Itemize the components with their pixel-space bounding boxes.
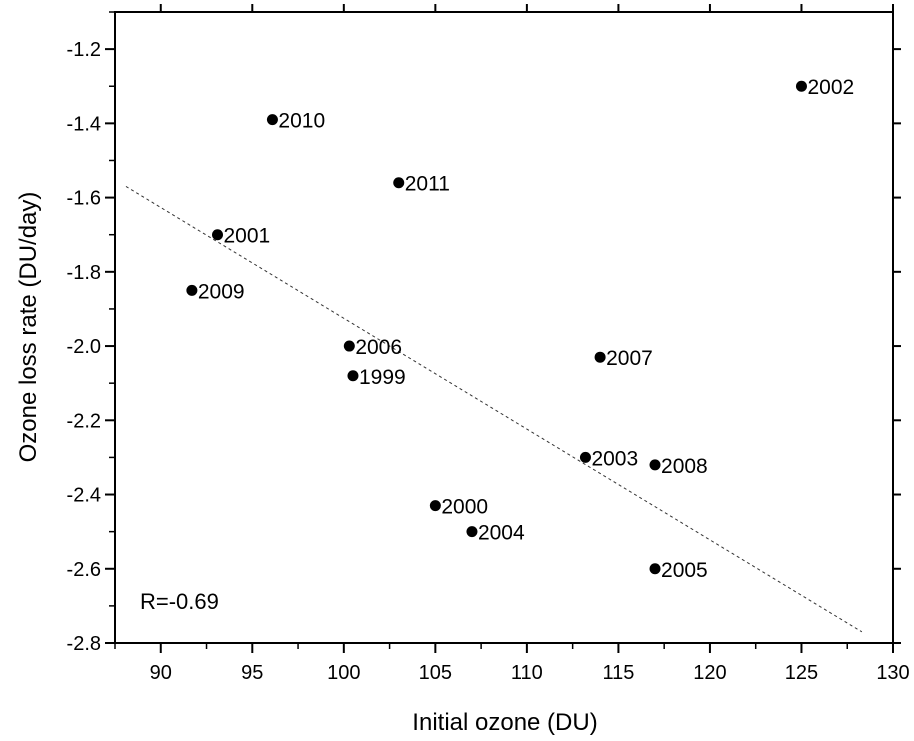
x-tick-label: 120 bbox=[693, 662, 726, 684]
point-label-2006: 2006 bbox=[355, 336, 402, 359]
point-label-2001: 2001 bbox=[224, 225, 271, 248]
y-tick-label: -1.2 bbox=[67, 39, 101, 61]
y-tick-label: -2.2 bbox=[67, 410, 101, 432]
x-tick-label: 110 bbox=[511, 662, 543, 684]
y-tick-label: -2.6 bbox=[67, 559, 101, 581]
point-label-2005: 2005 bbox=[661, 559, 708, 582]
x-tick-label: 95 bbox=[241, 662, 263, 684]
y-tick-label: -2.0 bbox=[67, 336, 101, 358]
x-ticks: 90 95 100 105 110 115 120 125 130 bbox=[114, 4, 910, 684]
x-tick-label: 115 bbox=[602, 662, 634, 684]
axes bbox=[114, 11, 894, 644]
x-tick-label: 90 bbox=[150, 662, 172, 684]
data-point-2007 bbox=[594, 351, 606, 363]
point-label-2002: 2002 bbox=[807, 76, 854, 99]
y-axis-title: Ozone loss rate (DU/day) bbox=[15, 192, 42, 463]
y-tick-label: -1.6 bbox=[67, 188, 101, 210]
fit-line-group bbox=[125, 186, 863, 633]
point-label-2004: 2004 bbox=[478, 522, 525, 545]
y-tick-label: -1.8 bbox=[67, 262, 101, 284]
y-tick-label: -2.8 bbox=[67, 633, 101, 655]
data-point-2009 bbox=[186, 284, 198, 296]
data-point-2010 bbox=[266, 114, 278, 126]
data-point-2003 bbox=[579, 451, 591, 463]
point-label-2007: 2007 bbox=[606, 347, 653, 370]
x-tick-label: 125 bbox=[785, 662, 818, 684]
data-point-2002 bbox=[795, 80, 807, 92]
points-group: 1999 2000 2001 2002 2003 2004 2005 2006 2007 2008… bbox=[186, 76, 854, 582]
data-point-2001 bbox=[212, 229, 224, 241]
x-tick-label: 100 bbox=[327, 662, 360, 684]
point-label-2003: 2003 bbox=[591, 447, 638, 470]
data-point-1999 bbox=[347, 370, 359, 382]
point-label-1999: 1999 bbox=[359, 366, 406, 389]
y-ticks: -1.2 -1.4 -1.6 -1.8 -2.0 -2.2 -2.4 -2.6 -2.8 bbox=[67, 11, 901, 655]
point-label-2008: 2008 bbox=[661, 455, 708, 478]
data-point-2000 bbox=[429, 500, 441, 512]
data-point-2005 bbox=[649, 563, 661, 575]
data-point-2004 bbox=[466, 526, 478, 538]
y-tick-label: -2.4 bbox=[67, 485, 101, 507]
x-tick-label: 105 bbox=[419, 662, 452, 684]
data-point-2011 bbox=[393, 177, 405, 189]
point-label-2011: 2011 bbox=[405, 173, 450, 196]
y-tick-label: -1.4 bbox=[67, 113, 101, 135]
regression-line bbox=[125, 186, 863, 633]
data-point-2006 bbox=[343, 340, 355, 352]
point-label-2009: 2009 bbox=[198, 280, 245, 303]
point-label-2000: 2000 bbox=[441, 496, 488, 519]
annotation-r: R=-0.69 bbox=[140, 589, 219, 614]
point-label-2010: 2010 bbox=[278, 110, 325, 133]
x-axis-title: Initial ozone (DU) bbox=[412, 709, 597, 736]
plot-frame bbox=[114, 11, 894, 644]
data-point-2008 bbox=[649, 459, 661, 471]
x-tick-label: 130 bbox=[876, 662, 909, 684]
